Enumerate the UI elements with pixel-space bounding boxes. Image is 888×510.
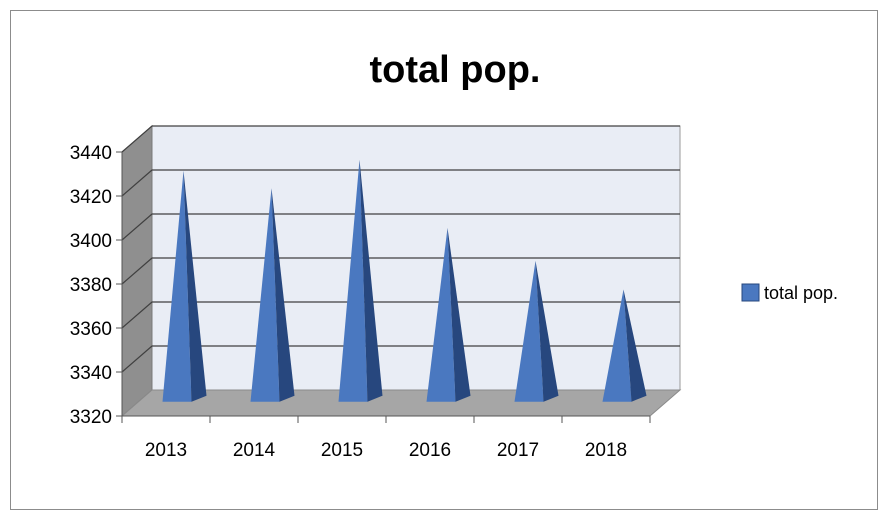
bar-front-face	[514, 260, 544, 402]
y-tick-label: 3420	[70, 187, 112, 208]
legend-label: total pop.	[764, 283, 838, 303]
bar-front-face	[338, 159, 368, 402]
gridlines	[121, 125, 680, 373]
x-tick-label: 2016	[409, 440, 451, 461]
gridline	[121, 213, 680, 241]
bar-side-face	[271, 188, 295, 402]
bar-front-face	[250, 188, 280, 402]
gridline	[121, 125, 680, 153]
chart-title: total pop.	[370, 49, 541, 91]
bar-side-face	[183, 170, 207, 402]
y-tick-label: 3400	[70, 231, 112, 252]
bar-side-face	[359, 159, 383, 402]
bar-pyramid	[162, 170, 207, 402]
bar-side-face	[623, 289, 647, 402]
bar-pyramid	[514, 260, 559, 402]
bar-side-face	[535, 260, 559, 402]
gridline	[121, 169, 680, 197]
bar-front-face	[162, 170, 192, 402]
y-tick-label: 3360	[70, 319, 112, 340]
bar-pyramid	[602, 289, 647, 402]
bar-side-face	[447, 227, 471, 402]
x-tick-label: 2017	[497, 440, 539, 461]
legend-swatch	[741, 283, 760, 302]
x-tick-label: 2013	[145, 440, 187, 461]
gridline	[121, 301, 680, 329]
gridline	[121, 257, 680, 285]
bar-pyramid	[426, 227, 471, 402]
bar-pyramid	[250, 188, 295, 402]
y-tick-label: 3380	[70, 275, 112, 296]
axes: 3320 3340 3360 3380 3400 3420 3440 2013 2014 2015…	[70, 143, 651, 461]
legend: total pop.	[741, 283, 838, 303]
y-tick-label: 3320	[70, 407, 112, 428]
bar-pyramid	[338, 159, 383, 402]
x-tick-label: 2014	[233, 440, 276, 461]
y-tick-label: 3340	[70, 363, 112, 384]
bar-front-face	[602, 289, 632, 402]
x-tick-label: 2015	[321, 440, 363, 461]
x-tick-label: 2018	[585, 440, 627, 461]
bar-front-face	[426, 227, 456, 402]
gridline	[121, 345, 680, 373]
bars	[162, 159, 647, 402]
y-tick-label: 3440	[70, 143, 112, 164]
chart-svg: total pop. 3320 3340 3360 3380 3400 3420 3440 2…	[70, 49, 838, 461]
